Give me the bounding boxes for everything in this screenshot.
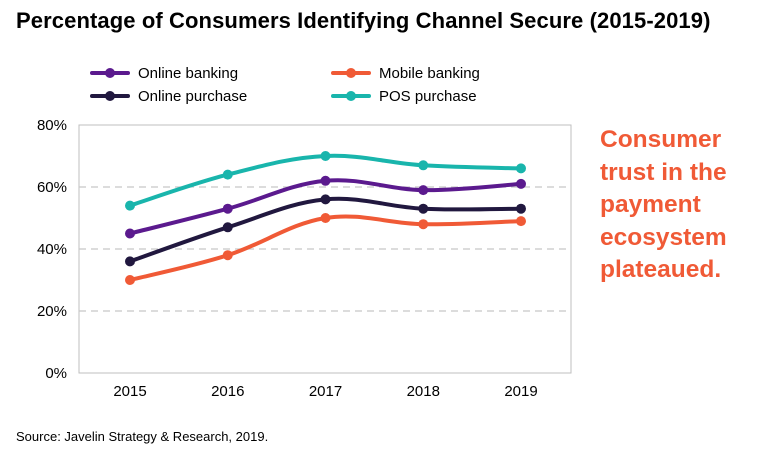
data-point: [418, 160, 429, 171]
y-tick-label: 0%: [45, 365, 67, 382]
source-note: Source: Javelin Strategy & Research, 201…: [16, 429, 269, 444]
data-point: [516, 178, 526, 189]
data-point: [125, 200, 135, 211]
data-point: [320, 151, 331, 161]
series-pos-purchase: [125, 151, 526, 211]
callout-line: trust in the: [600, 158, 727, 186]
legend-label: Mobile banking: [379, 65, 480, 82]
legend-marker: [346, 68, 356, 78]
x-tick-label: 2019: [504, 383, 537, 400]
callout-line: payment: [600, 191, 701, 218]
legend-item: Mobile banking: [331, 65, 480, 82]
x-axis: 2015 2016 2017 2018 2019: [113, 383, 537, 400]
data-point: [222, 250, 233, 261]
series-layer: [125, 151, 526, 285]
legend-marker: [105, 91, 115, 101]
series-line: [128, 196, 523, 264]
x-tick-label: 2017: [309, 383, 342, 400]
gridlines: [79, 186, 571, 312]
legend-marker: [346, 91, 356, 101]
chart-title: Percentage of Consumers Identifying Chan…: [16, 8, 711, 33]
series-mobile-banking: [125, 213, 526, 285]
series-online-purchase: [125, 194, 526, 267]
data-point: [516, 203, 526, 214]
data-point: [222, 203, 233, 214]
y-tick-label: 80%: [37, 117, 67, 134]
data-point: [516, 163, 526, 174]
data-point: [320, 213, 331, 223]
data-point: [418, 185, 429, 196]
callout-line: ecosystem: [600, 223, 727, 251]
y-tick-label: 40%: [37, 241, 67, 258]
y-tick-label: 60%: [37, 179, 67, 196]
series-line: [128, 214, 523, 282]
legend-item: Online purchase: [90, 88, 247, 105]
data-point: [222, 222, 233, 233]
callout-text: Consumer trust in the payment ecosystem …: [600, 124, 778, 287]
data-point: [320, 175, 331, 186]
data-point: [516, 216, 526, 227]
data-point: [125, 256, 135, 267]
y-axis: 0% 20% 40% 60% 80%: [37, 117, 67, 382]
callout-line: plateaued.: [600, 256, 722, 283]
legend-item: POS purchase: [331, 88, 477, 105]
x-tick-label: 2016: [211, 383, 244, 400]
legend-marker: [105, 68, 115, 78]
data-point: [125, 275, 135, 285]
x-tick-label: 2015: [113, 383, 146, 400]
data-point: [320, 194, 331, 205]
y-tick-label: 20%: [37, 303, 67, 320]
data-point: [222, 169, 233, 180]
data-point: [125, 228, 135, 239]
legend: Online banking Mobile banking Online purch…: [90, 65, 480, 105]
legend-label: Online banking: [138, 65, 238, 82]
data-point: [418, 219, 429, 230]
data-point: [418, 203, 429, 214]
x-tick-label: 2018: [407, 383, 440, 400]
legend-label: POS purchase: [379, 88, 477, 105]
legend-item: Online banking: [90, 65, 238, 82]
legend-label: Online purchase: [138, 88, 247, 105]
series-online-banking: [125, 175, 526, 239]
callout-line: Consumer: [600, 126, 722, 153]
